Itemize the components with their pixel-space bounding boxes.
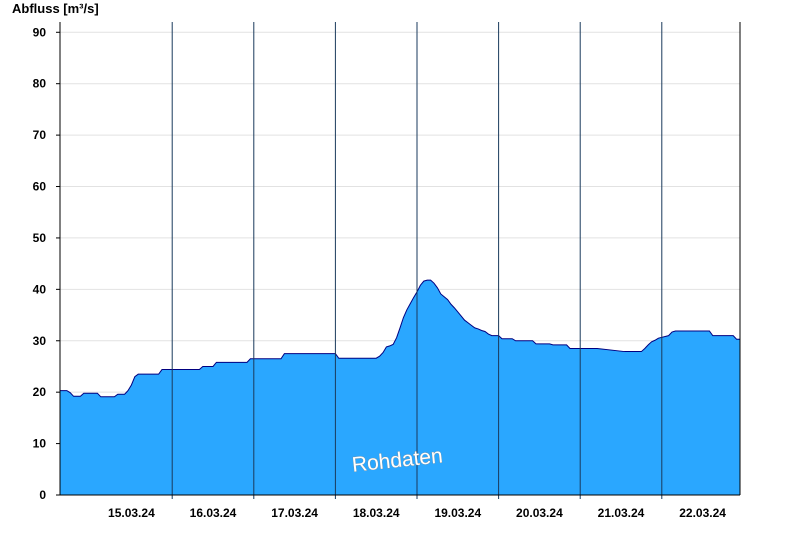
y-tick-label: 0 <box>39 488 46 502</box>
x-tick-label: 16.03.24 <box>190 506 237 520</box>
y-axis-ticks: 0 10 20 30 40 50 60 70 80 90 <box>33 25 60 502</box>
y-tick-label: 50 <box>33 231 47 245</box>
x-tick-label: 15.03.24 <box>108 506 155 520</box>
x-tick-label: 17.03.24 <box>271 506 318 520</box>
y-tick-label: 80 <box>33 77 47 91</box>
y-tick-label: 10 <box>33 437 47 451</box>
y-axis-label: Abfluss [m³/s] <box>12 1 99 16</box>
x-tick-label: 20.03.24 <box>516 506 563 520</box>
x-tick-label: 22.03.24 <box>679 506 726 520</box>
discharge-line <box>60 279 740 398</box>
chart-axes <box>56 22 741 496</box>
x-axis-ticks: 15.03.24 16.03.24 17.03.24 18.03.24 19.03.24… <box>108 506 726 520</box>
y-tick-label: 40 <box>33 282 47 296</box>
x-tick-label: 19.03.24 <box>434 506 481 520</box>
x-tick-label: 21.03.24 <box>598 506 645 520</box>
y-tick-label: 60 <box>33 180 47 194</box>
y-tick-label: 70 <box>33 128 47 142</box>
day-separators <box>171 22 663 499</box>
x-tick-label: 18.03.24 <box>353 506 400 520</box>
y-tick-label: 20 <box>33 385 47 399</box>
y-tick-label: 30 <box>33 334 47 348</box>
y-tick-label: 90 <box>33 25 47 39</box>
discharge-area <box>60 280 740 495</box>
